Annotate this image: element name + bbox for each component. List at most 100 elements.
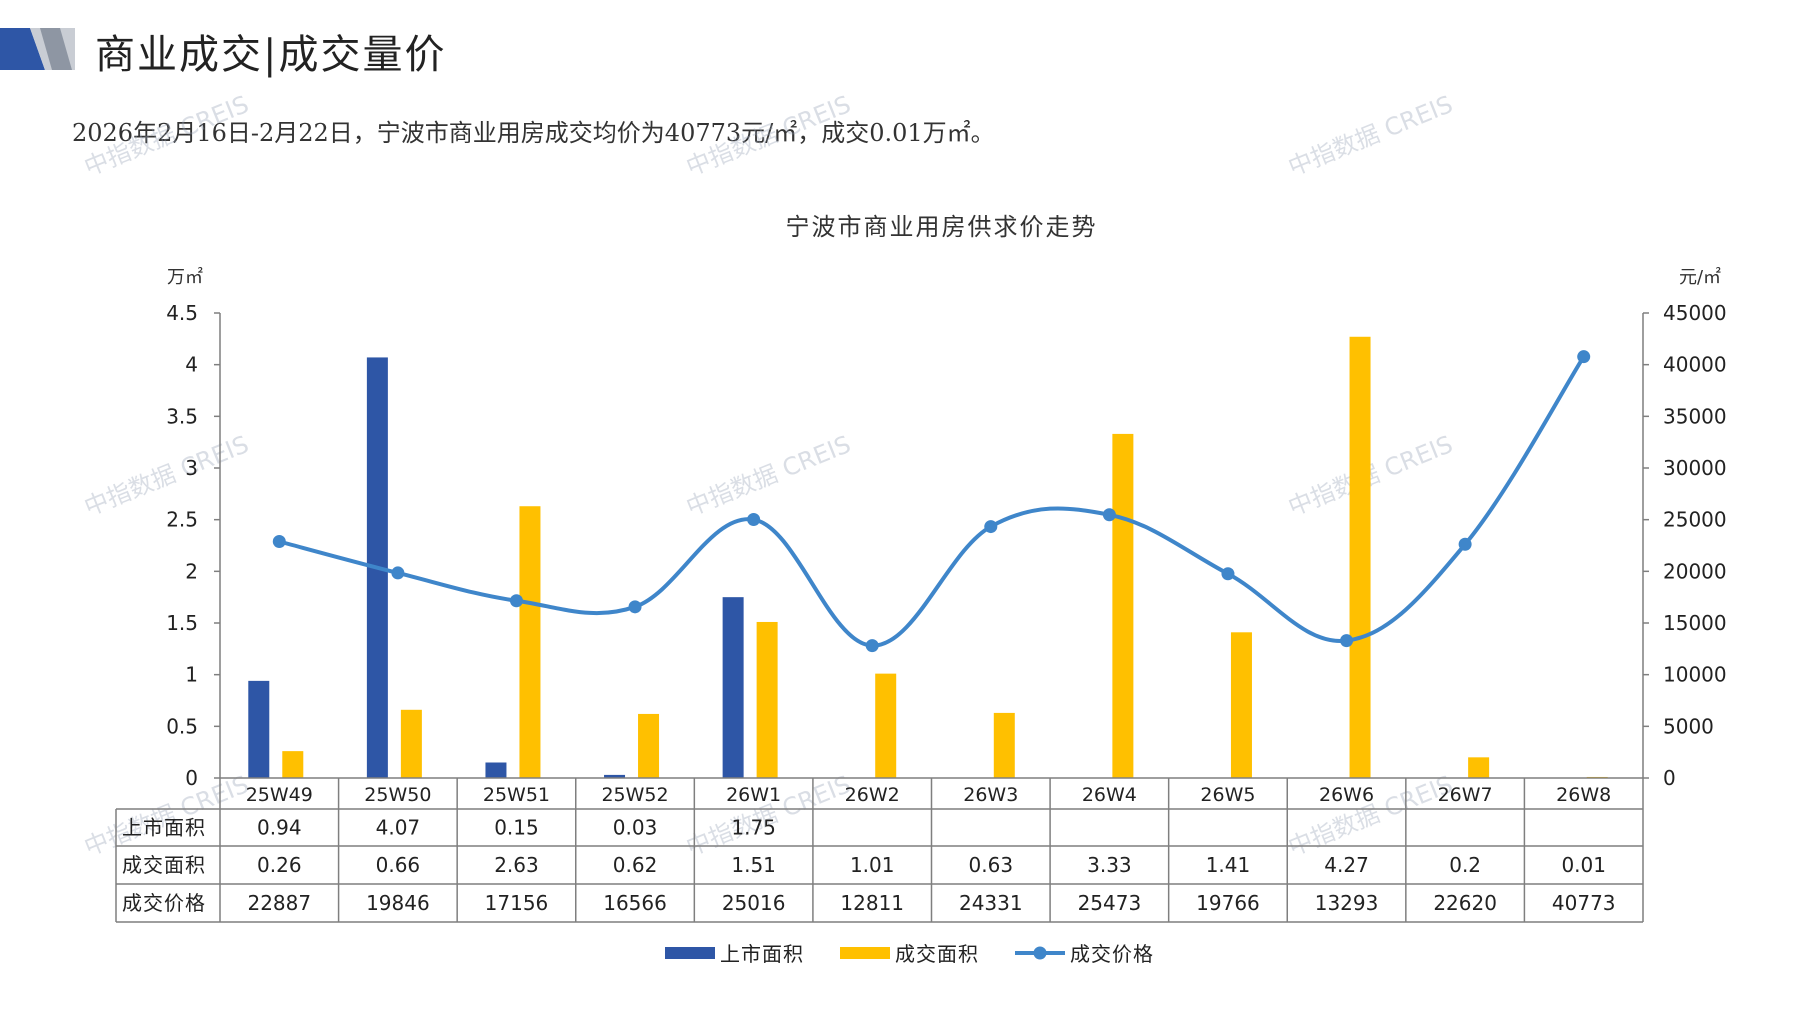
left-tick-label: 1.5 bbox=[166, 611, 198, 635]
left-axis-unit-label: 万㎡ bbox=[167, 266, 203, 288]
data-label: 0.2 bbox=[1449, 853, 1481, 877]
deal-area-bar bbox=[1468, 757, 1490, 778]
supply-area-bar bbox=[604, 774, 626, 778]
deal-area-bar bbox=[400, 709, 422, 778]
price-point bbox=[747, 513, 761, 527]
data-label: 16566 bbox=[603, 891, 667, 915]
data-label: 1.75 bbox=[731, 816, 776, 840]
right-tick-label: 5000 bbox=[1663, 714, 1714, 738]
legend-label: 成交价格 bbox=[1070, 942, 1154, 966]
data-label: 0.62 bbox=[613, 853, 658, 877]
left-tick-label: 4 bbox=[185, 353, 198, 377]
data-label: 22620 bbox=[1433, 891, 1497, 915]
price-point bbox=[509, 594, 523, 608]
data-label: 12811 bbox=[840, 891, 904, 915]
price-point bbox=[1577, 350, 1591, 364]
x-tick-label: 25W51 bbox=[483, 784, 550, 806]
data-label: 13293 bbox=[1315, 891, 1379, 915]
right-tick-label: 0 bbox=[1663, 766, 1676, 790]
header-decoration bbox=[0, 28, 75, 70]
summary-text: 2026年2月16日-2月22日，宁波市商业用房成交均价为40773元/㎡，成交… bbox=[72, 119, 995, 147]
left-tick-label: 3 bbox=[185, 456, 198, 480]
data-label: 0.03 bbox=[613, 816, 658, 840]
x-tick-label: 26W6 bbox=[1319, 784, 1374, 806]
data-label: 25473 bbox=[1078, 891, 1142, 915]
left-tick-label: 0 bbox=[185, 766, 198, 790]
supply-area-bar bbox=[485, 762, 507, 778]
data-label: 0.01 bbox=[1561, 853, 1606, 877]
table-row-header: 成交价格 bbox=[122, 891, 206, 915]
data-label: 40773 bbox=[1552, 891, 1616, 915]
price-point bbox=[1458, 537, 1472, 551]
data-label: 1.01 bbox=[850, 853, 895, 877]
left-tick-label: 0.5 bbox=[166, 714, 198, 738]
right-tick-label: 30000 bbox=[1663, 456, 1727, 480]
right-tick-label: 25000 bbox=[1663, 508, 1727, 532]
x-tick-label: 26W4 bbox=[1082, 784, 1137, 806]
data-label: 2.63 bbox=[494, 853, 539, 877]
data-label: 3.33 bbox=[1087, 853, 1132, 877]
page-title: 商业成交|成交量价 bbox=[95, 32, 447, 78]
right-axis-unit-label: 元/㎡ bbox=[1679, 266, 1721, 288]
deal-area-bar bbox=[519, 506, 541, 778]
supply-area-bar bbox=[248, 680, 270, 778]
x-tick-label: 25W49 bbox=[246, 784, 313, 806]
deal-area-bar bbox=[1349, 336, 1371, 778]
x-tick-label: 26W5 bbox=[1200, 784, 1255, 806]
right-tick-label: 20000 bbox=[1663, 559, 1727, 583]
table-row-header: 上市面积 bbox=[122, 816, 206, 840]
deal-area-bar bbox=[1112, 433, 1134, 778]
price-point bbox=[1221, 567, 1235, 581]
legend-label: 上市面积 bbox=[720, 942, 804, 966]
right-tick-label: 35000 bbox=[1663, 404, 1727, 428]
price-point bbox=[1340, 634, 1354, 648]
data-label: 1.51 bbox=[731, 853, 776, 877]
legend-swatch bbox=[665, 947, 715, 959]
right-tick-label: 10000 bbox=[1663, 663, 1727, 687]
deal-area-bar bbox=[875, 673, 897, 778]
x-tick-label: 25W52 bbox=[601, 784, 668, 806]
data-label: 0.66 bbox=[376, 853, 421, 877]
price-point bbox=[272, 535, 286, 549]
right-tick-label: 40000 bbox=[1663, 353, 1727, 377]
price-point bbox=[1102, 508, 1116, 522]
deal-area-bar bbox=[1230, 632, 1252, 778]
data-label: 1.41 bbox=[1206, 853, 1251, 877]
x-tick-label: 26W3 bbox=[963, 784, 1018, 806]
data-label: 19846 bbox=[366, 891, 430, 915]
data-label: 25016 bbox=[722, 891, 786, 915]
x-tick-label: 26W2 bbox=[845, 784, 900, 806]
left-tick-label: 3.5 bbox=[166, 404, 198, 428]
right-tick-label: 45000 bbox=[1663, 301, 1727, 325]
price-point bbox=[391, 566, 405, 580]
legend-swatch bbox=[840, 947, 890, 959]
left-tick-label: 4.5 bbox=[166, 301, 198, 325]
deal-area-bar bbox=[638, 713, 660, 778]
data-label: 0.15 bbox=[494, 816, 539, 840]
data-label: 4.07 bbox=[376, 816, 421, 840]
price-point bbox=[865, 639, 879, 653]
data-label: 0.63 bbox=[969, 853, 1014, 877]
price-point bbox=[984, 520, 998, 534]
supply-area-bar bbox=[722, 597, 744, 778]
data-label: 0.26 bbox=[257, 853, 302, 877]
table-row-header: 成交面积 bbox=[122, 853, 206, 877]
data-label: 22887 bbox=[247, 891, 311, 915]
price-point bbox=[628, 600, 642, 614]
data-label: 0.94 bbox=[257, 816, 302, 840]
x-tick-label: 25W50 bbox=[364, 784, 431, 806]
x-tick-label: 26W1 bbox=[726, 784, 781, 806]
left-tick-label: 2 bbox=[185, 559, 198, 583]
data-label: 17156 bbox=[485, 891, 549, 915]
legend-swatch-marker bbox=[1033, 946, 1047, 960]
data-label: 24331 bbox=[959, 891, 1023, 915]
deal-area-bar bbox=[282, 751, 304, 778]
legend-label: 成交面积 bbox=[895, 942, 979, 966]
chart-title: 宁波市商业用房供求价走势 bbox=[786, 213, 1098, 241]
data-label: 4.27 bbox=[1324, 853, 1369, 877]
deal-area-bar bbox=[993, 712, 1015, 778]
x-tick-label: 26W8 bbox=[1556, 784, 1611, 806]
x-tick-label: 26W7 bbox=[1438, 784, 1493, 806]
data-label: 19766 bbox=[1196, 891, 1260, 915]
